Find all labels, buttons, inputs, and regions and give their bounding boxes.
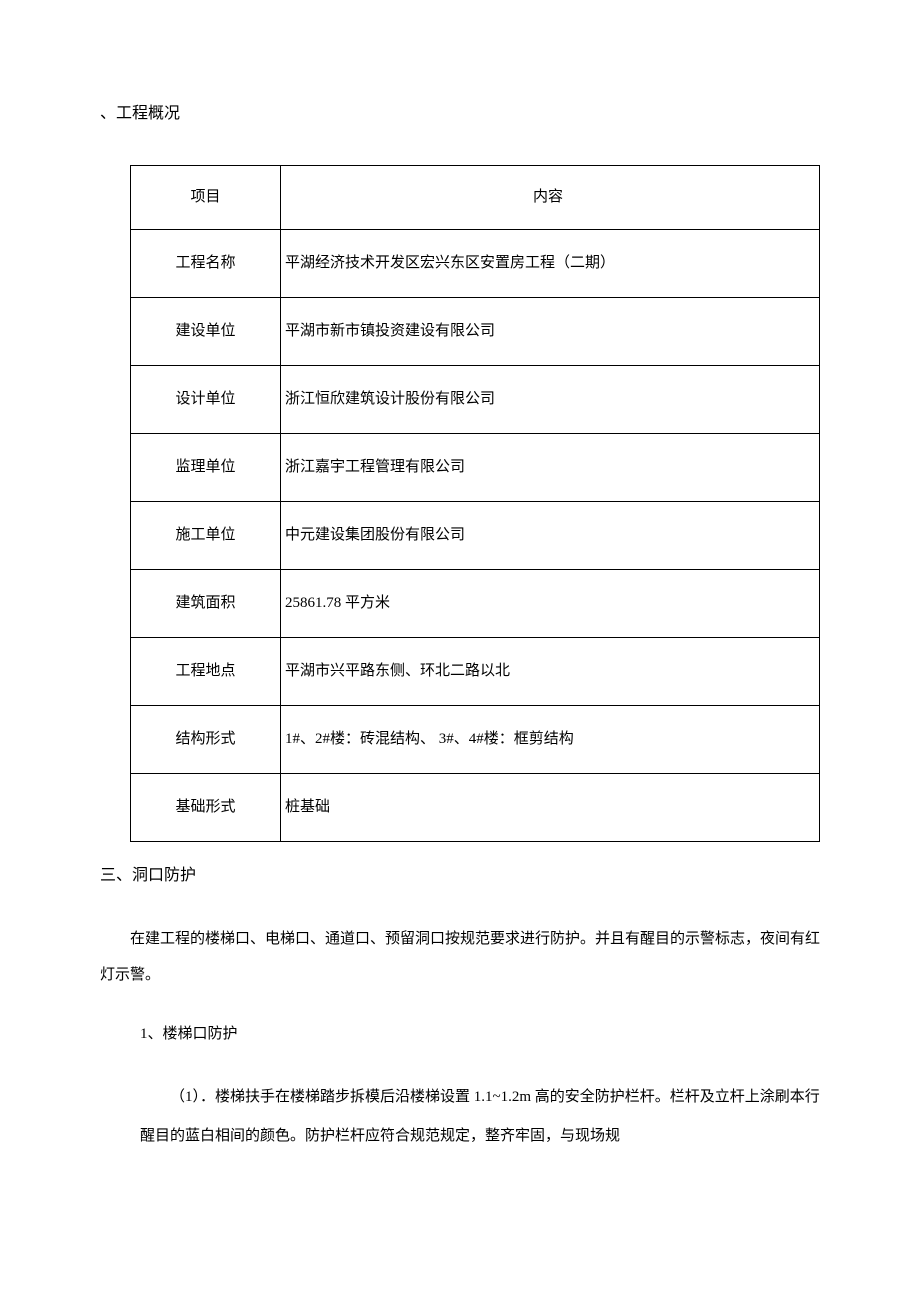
table-row-value: 桩基础: [281, 773, 820, 841]
table-row-value: 平湖市新市镇投资建设有限公司: [281, 297, 820, 365]
table-row-value: 25861.78 平方米: [281, 569, 820, 637]
table-header-col2: 内容: [281, 165, 820, 229]
table-row-value: 浙江嘉宇工程管理有限公司: [281, 433, 820, 501]
project-overview-table: 项目 内容 工程名称 平湖经济技术开发区宏兴东区安置房工程（二期） 建设单位 平…: [130, 165, 820, 842]
table-row-label: 设计单位: [131, 365, 281, 433]
table-row-label: 建筑面积: [131, 569, 281, 637]
body-paragraph-2: （1）．楼梯扶手在楼梯踏步拆模后沿楼梯设置 1.1~1.2m 高的安全防护栏杆。…: [140, 1078, 820, 1156]
table-row: 施工单位 中元建设集团股份有限公司: [131, 501, 820, 569]
table-row: 设计单位 浙江恒欣建筑设计股份有限公司: [131, 365, 820, 433]
sub-heading-1: 1、楼梯口防护: [140, 1021, 820, 1048]
table-row-label: 结构形式: [131, 705, 281, 773]
table-row: 工程名称 平湖经济技术开发区宏兴东区安置房工程（二期）: [131, 229, 820, 297]
table-row-label: 监理单位: [131, 433, 281, 501]
table-row: 结构形式 1#、2#楼：砖混结构、 3#、4#楼：框剪结构: [131, 705, 820, 773]
table-row-value: 平湖市兴平路东侧、环北二路以北: [281, 637, 820, 705]
table-header-row: 项目 内容: [131, 165, 820, 229]
table-row-value: 1#、2#楼：砖混结构、 3#、4#楼：框剪结构: [281, 705, 820, 773]
table-row: 基础形式 桩基础: [131, 773, 820, 841]
section-one-heading: 、工程概况: [100, 100, 820, 129]
table-row: 建设单位 平湖市新市镇投资建设有限公司: [131, 297, 820, 365]
table-row: 监理单位 浙江嘉宇工程管理有限公司: [131, 433, 820, 501]
table-row-label: 建设单位: [131, 297, 281, 365]
table-row-value: 平湖经济技术开发区宏兴东区安置房工程（二期）: [281, 229, 820, 297]
table-row: 工程地点 平湖市兴平路东侧、环北二路以北: [131, 637, 820, 705]
table-row-label: 工程地点: [131, 637, 281, 705]
table-row-label: 工程名称: [131, 229, 281, 297]
body-paragraph-1: 在建工程的楼梯口、电梯口、通道口、预留洞口按规范要求进行防护。并且有醒目的示警标…: [100, 921, 820, 993]
section-three-heading: 三、洞口防护: [100, 862, 820, 891]
table-header-col1: 项目: [131, 165, 281, 229]
table-row-label: 施工单位: [131, 501, 281, 569]
table-row-value: 浙江恒欣建筑设计股份有限公司: [281, 365, 820, 433]
table-row-label: 基础形式: [131, 773, 281, 841]
table-row-value: 中元建设集团股份有限公司: [281, 501, 820, 569]
table-row: 建筑面积 25861.78 平方米: [131, 569, 820, 637]
